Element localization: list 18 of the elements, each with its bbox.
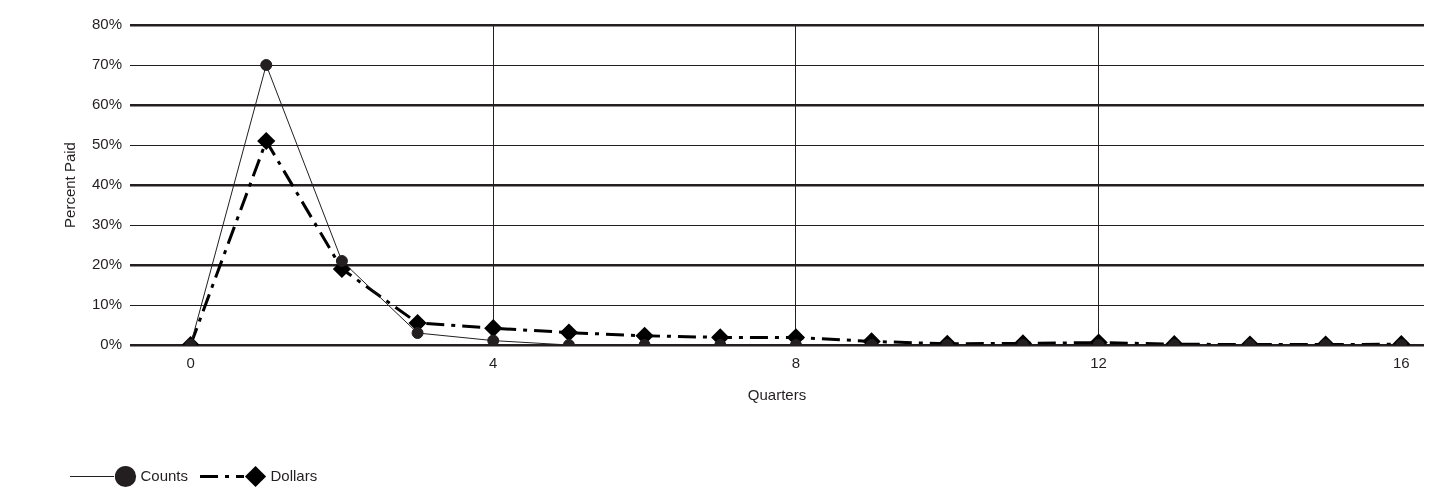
x-tick-label: 0 bbox=[186, 354, 195, 372]
y-tick-label: 20% bbox=[91, 255, 123, 273]
y-tick-label: 50% bbox=[91, 135, 123, 153]
y-tick-label: 40% bbox=[91, 175, 123, 193]
x-tick-label: 4 bbox=[489, 354, 498, 372]
legend-label: Counts bbox=[140, 466, 189, 484]
y-tick-label: 0% bbox=[100, 335, 123, 353]
legend-label: Dollars bbox=[270, 466, 318, 484]
y-tick-label: 60% bbox=[91, 95, 123, 113]
y-tick-label: 10% bbox=[91, 295, 123, 313]
y-tick-label: 70% bbox=[91, 55, 123, 73]
y-tick-label: 80% bbox=[91, 15, 123, 33]
y-tick-label: 30% bbox=[91, 215, 123, 233]
y-axis-title: Percent Paid bbox=[61, 142, 79, 228]
x-tick-label: 12 bbox=[1090, 354, 1107, 372]
x-tick-label: 16 bbox=[1392, 354, 1410, 372]
x-axis-title: Quarters bbox=[747, 386, 807, 404]
x-tick-label: 8 bbox=[791, 354, 801, 372]
